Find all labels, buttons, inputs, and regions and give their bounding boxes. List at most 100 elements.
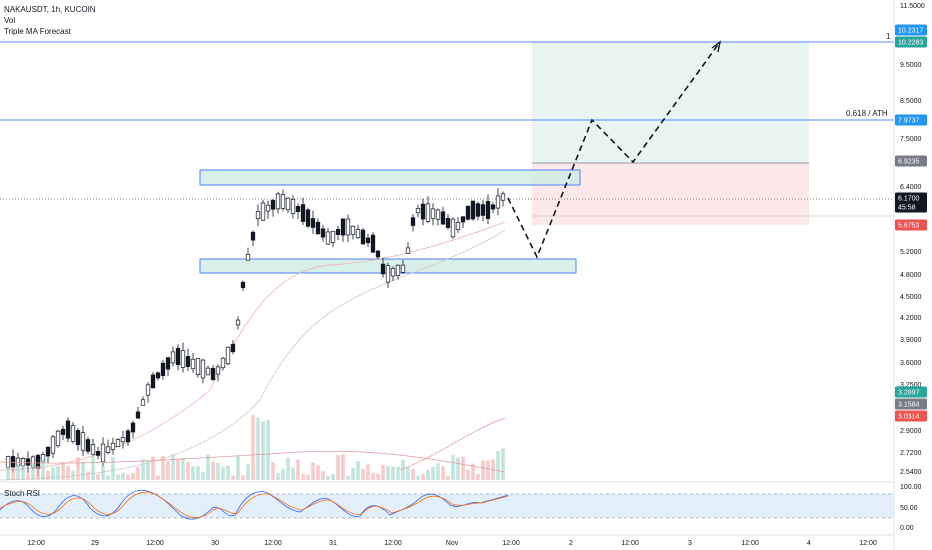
candle-body [205,367,211,376]
volume-bar [81,461,85,480]
volume-bar [191,466,195,480]
candle-body [25,458,31,466]
price-tick-label: 4.5000 [900,294,922,301]
candle-body [60,428,66,435]
candle-body [475,203,481,217]
candle-body [490,204,496,210]
ma-indicator-label[interactable]: Triple MA Forecast [4,27,71,36]
candle-body [230,343,236,353]
volume-bar [286,457,290,480]
volume-bar [246,464,250,480]
volume-bar [451,455,455,480]
candle-body [65,420,71,439]
candle-body [100,443,106,463]
candle-body [450,218,456,238]
volume-bar [261,421,265,480]
volume-bar [146,460,150,480]
volume-bar [376,473,380,480]
volume-bar [181,457,185,480]
volume-bar [361,468,365,480]
volume-bar [411,468,415,480]
volume-bar [151,456,155,480]
volume-bar [461,456,465,480]
price-badge-text: 5.6753 [898,223,920,230]
candle-body [420,203,426,220]
candle-body [480,204,486,216]
time-tick-label: 4 [807,540,811,547]
candle-body [495,195,501,209]
price-tick-label: 5.2000 [900,249,922,256]
price-badge [895,114,927,126]
candle-body [460,216,466,223]
price-tick-label: 2.9000 [900,428,922,435]
stoch-tick-label: 0.00 [900,525,914,532]
candle-body [470,200,476,220]
candle-body [340,218,346,236]
candle-body [155,372,161,379]
candles [5,188,506,477]
candle-body [445,217,451,229]
candle-body [485,201,491,219]
candle-body [195,357,201,376]
volume-bar [61,461,65,480]
candle-body [75,429,81,446]
chart-legend[interactable]: NAKAUSDT, 1h, KUCOIN Vol Triple MA Forec… [4,4,96,37]
candle-body [410,217,416,226]
candle-body [330,231,336,243]
volume-bar [346,475,350,480]
candle-body [85,439,91,452]
volume-bar [76,457,80,480]
time-tick-label: 12:00 [741,540,759,547]
candle-body [20,458,26,466]
volume-bar [211,461,215,480]
volume-bar [171,454,175,480]
vol-indicator-label[interactable]: Vol [4,16,16,25]
time-tick-label: 29 [91,540,99,547]
volume-bar [381,464,385,480]
volume-bar [486,460,490,480]
candle-body [405,247,411,254]
time-tick-label: 12:00 [502,540,520,547]
time-axis[interactable]: 12:00 29 12:00 30 12:00 31 12:00 Nov 12:00 2 12:00… [27,540,877,547]
resistance-box[interactable] [199,169,581,186]
volume-bar [431,466,435,480]
price-tick-label: 9.5000 [900,62,922,69]
candle-body [375,250,381,258]
candle-body [440,211,446,225]
candle-body [215,366,221,375]
volume-bar [501,448,505,480]
candle-body [455,221,461,231]
candle-body [120,437,126,443]
candle-body [165,357,171,370]
volume-bar [6,466,10,480]
candle-body [95,451,101,456]
candle-body [255,211,261,219]
stoch-tick-label: 50.00 [900,505,918,512]
volume-bar [41,458,45,480]
candle-body [125,430,131,443]
candle-body [225,346,231,365]
candle-body [425,203,431,222]
stoch-k-line [0,489,509,520]
price-badges: 10.2317 10.2283 7.9737 6.9235 6.1700 45:58 5.6… [895,24,927,422]
symbol-title[interactable]: NAKAUSDT, 1h, KUCOIN [4,5,96,14]
candle-body [70,425,76,442]
time-tick-label: 30 [211,540,219,547]
target-zone[interactable] [532,42,809,163]
price-badge-text: 6.9235 [898,159,920,166]
volume-bar [91,454,95,480]
volume-bar [16,465,20,480]
volume-bar [86,471,90,480]
volume-bar [101,465,105,480]
stoch-rsi-label[interactable]: Stoch RSI [4,489,41,498]
candle-body [430,208,436,219]
candle-body [285,197,291,211]
volume-bar [26,473,30,480]
candle-body [135,411,141,419]
price-tick-label: 4.8000 [900,272,922,279]
volume-bar [401,459,405,480]
candle-body [350,225,356,235]
volume-bar [221,466,225,480]
forecast-path[interactable] [507,41,721,259]
